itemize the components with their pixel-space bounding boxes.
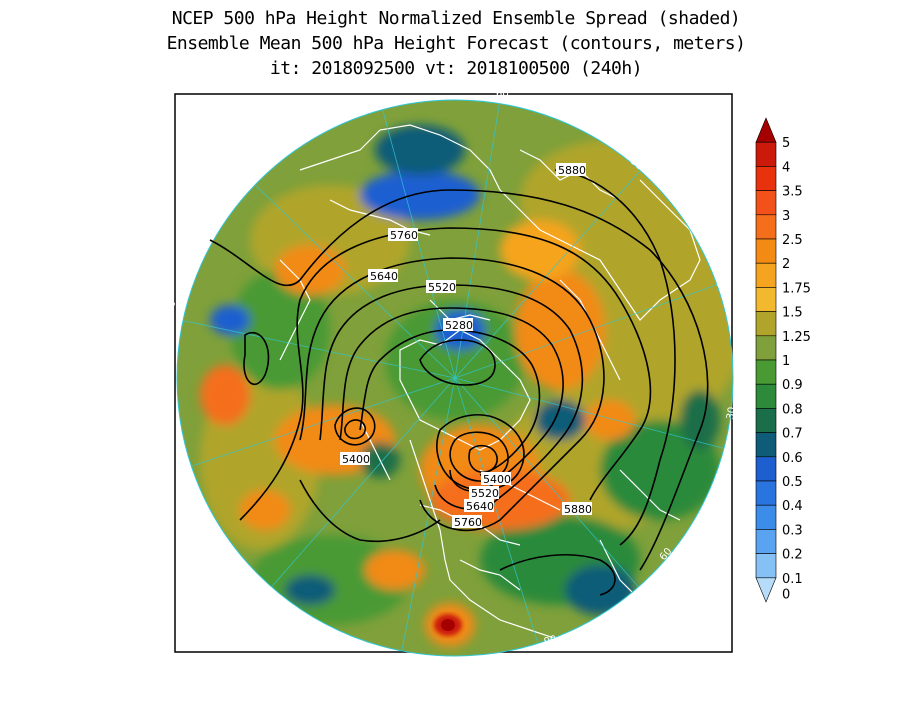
colorbar-tick-label: 1.75	[782, 281, 811, 296]
colorbar-tick-label: 2.5	[782, 233, 803, 248]
colorbar-swatch	[755, 408, 777, 433]
contour-label: 5400	[342, 453, 370, 466]
longitude-label: 120	[393, 653, 412, 664]
title-line-2: Ensemble Mean 500 hPa Height Forecast (c…	[166, 33, 746, 54]
colorbar-tick-label: 0.9	[782, 378, 803, 393]
colorbar-tick-label: 5	[782, 136, 790, 151]
colorbar-swatch	[755, 238, 777, 264]
colorbar-swatch	[755, 190, 777, 216]
colorbar-tick-label: 4	[782, 160, 790, 175]
colorbar-tick-label: 0.7	[782, 427, 803, 442]
colorbar-swatch	[755, 287, 777, 312]
title-line-3: it: 2018092500 vt: 2018100500 (240h)	[269, 58, 643, 79]
longitude-label: 60	[496, 89, 509, 100]
colorbar-tick-label: 0.5	[782, 475, 803, 490]
colorbar-tick-label: 0.8	[782, 402, 803, 417]
colorbar-swatch	[755, 383, 777, 409]
contour-label: 5400	[483, 473, 511, 486]
longitude-label: 90	[347, 100, 363, 115]
longitude-label: 30	[725, 406, 738, 420]
contour-label: 5880	[564, 503, 592, 516]
colorbar-swatch	[755, 456, 777, 482]
contour-label: 5760	[454, 516, 482, 529]
contour-label: 5640	[466, 500, 494, 513]
height-contours	[209, 169, 709, 596]
colorbar-swatch	[755, 480, 777, 506]
colorbar-tick-label: 0.1	[782, 572, 803, 587]
colorbar-swatch	[755, 262, 777, 288]
contour-label: 5280	[445, 319, 473, 332]
colorbar-tick-label: 0.3	[782, 523, 803, 538]
colorbar-swatch	[755, 577, 777, 603]
contour-label-group: 5880 5760 5640 5520 5280 5400 5400 5520 …	[340, 163, 592, 529]
colorbar-swatch	[755, 214, 777, 240]
contour-label: 5520	[471, 487, 499, 500]
colorbar-swatch	[755, 166, 777, 191]
title-line-1: NCEP 500 hPa Height Normalized Ensemble …	[171, 8, 741, 29]
colorbar-swatch	[755, 529, 777, 554]
contour-label: 5640	[370, 270, 398, 283]
longitude-label: 0	[713, 279, 726, 289]
coastlines	[279, 124, 701, 641]
colorbar-tick-label: 3	[782, 209, 790, 224]
contour-label: 5520	[428, 281, 456, 294]
colorbar-swatch	[755, 432, 777, 458]
colorbar-tick-label: 0.4	[782, 499, 803, 514]
colorbar-swatch	[755, 311, 777, 337]
colorbar-tick-label: 1.5	[782, 306, 803, 321]
colorbar-tick-label: 0	[782, 588, 790, 603]
contour-label: 5760	[390, 229, 418, 242]
colorbar-tick-label: 0.2	[782, 548, 803, 563]
meridians	[179, 100, 731, 656]
longitude-label: 90	[543, 634, 558, 648]
longitude-label: 150	[164, 300, 178, 321]
map-boundary	[176, 99, 734, 657]
colorbar-tick-label: 0.6	[782, 451, 803, 466]
colorbar-swatch	[755, 335, 777, 361]
colorbar-tick-label: 2	[782, 257, 790, 272]
contour-label: 5880	[558, 164, 586, 177]
colorbar-swatch	[755, 141, 777, 167]
colorbar: 5 4 3.5 3 2.5 2 1.75 1.5 1.25 1 0.9 0.8 0.7 0.6 0.5 0.4…	[755, 117, 811, 603]
longitude-label: 180	[177, 478, 193, 499]
colorbar-swatch	[755, 553, 777, 579]
colorbar-tick-label: 1	[782, 354, 790, 369]
colorbar-swatch	[755, 117, 777, 143]
colorbar-tick-label: 1.25	[782, 330, 811, 345]
colorbar-tick-label: 3.5	[782, 185, 803, 200]
colorbar-swatch	[755, 504, 777, 530]
colorbar-swatch	[755, 359, 777, 385]
